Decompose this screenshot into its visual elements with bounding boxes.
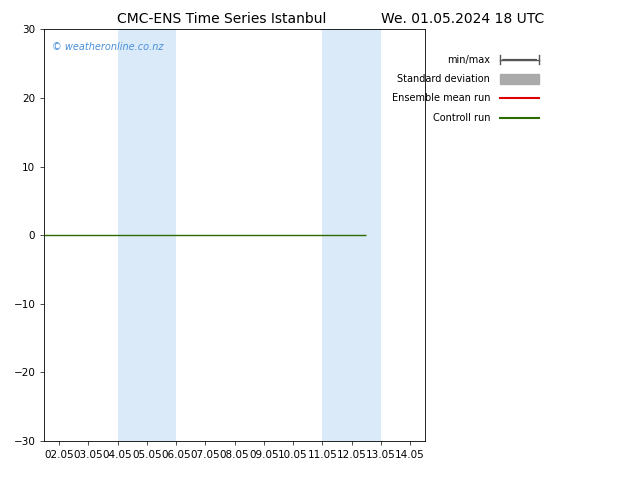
Bar bbox=[322, 29, 352, 441]
Text: We. 01.05.2024 18 UTC: We. 01.05.2024 18 UTC bbox=[381, 12, 545, 26]
Bar bbox=[147, 29, 176, 441]
Text: min/max: min/max bbox=[447, 54, 490, 65]
Text: Standard deviation: Standard deviation bbox=[398, 74, 490, 84]
Text: CMC-ENS Time Series Istanbul: CMC-ENS Time Series Istanbul bbox=[117, 12, 327, 26]
Bar bbox=[117, 29, 147, 441]
Text: Ensemble mean run: Ensemble mean run bbox=[392, 94, 490, 103]
Text: © weatheronline.co.nz: © weatheronline.co.nz bbox=[52, 42, 164, 52]
Text: Controll run: Controll run bbox=[432, 113, 490, 123]
Bar bbox=[352, 29, 381, 441]
